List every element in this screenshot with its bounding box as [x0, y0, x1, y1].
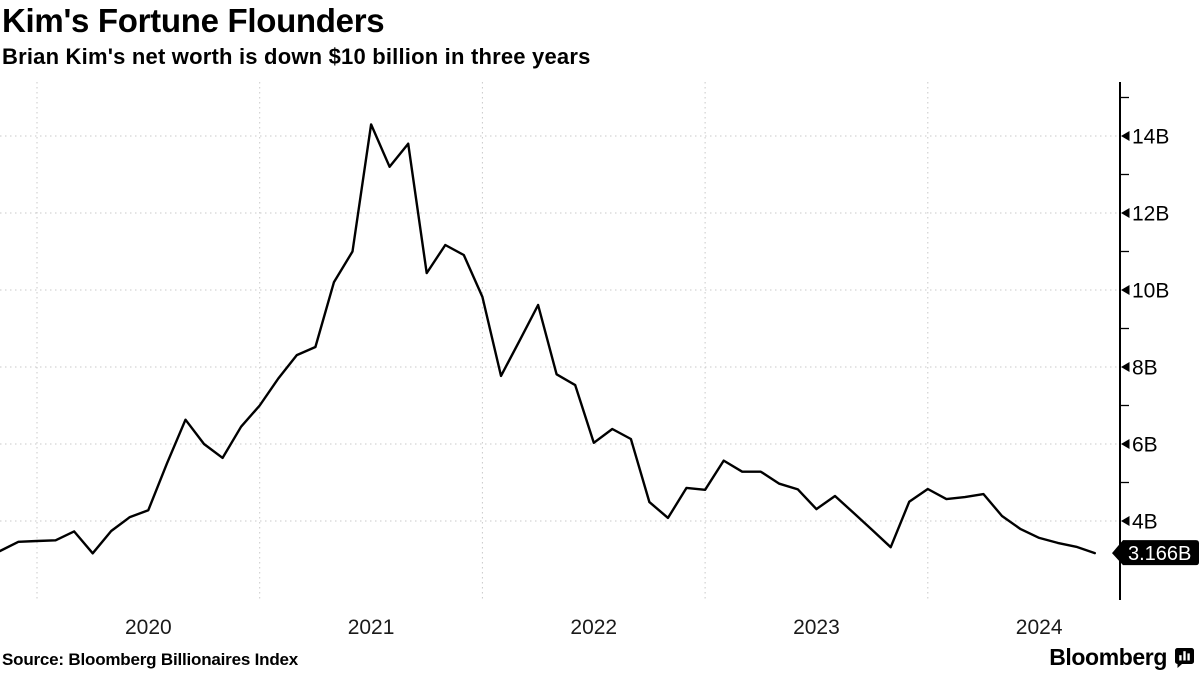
y-axis: 4B 6B 8B 10B 12B 14B	[1119, 82, 1169, 600]
x-tick-label: 2022	[570, 616, 617, 639]
y-tick-label: 14B	[1132, 126, 1169, 149]
y-tick-label: 6B	[1132, 434, 1158, 457]
x-tick-label: 2024	[1016, 616, 1063, 639]
bloomberg-wordmark: Bloomberg	[1049, 644, 1167, 670]
gridlines	[0, 82, 1120, 600]
y-tick-label: 10B	[1132, 280, 1169, 303]
last-value-tag-label: 3.166B	[1128, 543, 1191, 565]
x-tick-label: 2020	[125, 616, 172, 639]
bloomberg-bar-chart-bubble-icon	[1175, 648, 1194, 668]
x-tick-label: 2023	[793, 616, 840, 639]
x-tick-label: 2021	[348, 616, 395, 639]
page-subtitle: Brian Kim's net worth is down $10 billio…	[2, 44, 591, 69]
x-axis-labels: 2020 2021 2022 2023 2024	[125, 616, 1063, 639]
y-major-tick-arrow	[1121, 439, 1130, 449]
series-line	[0, 123, 1097, 555]
bloomberg-logo: Bloomberg	[1049, 644, 1195, 671]
y-major-tick-arrow	[1121, 285, 1130, 295]
y-tick-label: 8B	[1132, 357, 1158, 380]
y-tick-label: 12B	[1132, 203, 1169, 226]
page-title: Kim's Fortune Flounders	[2, 2, 385, 39]
net-worth-series-line	[0, 123, 1097, 555]
last-value-tag: 3.166B	[1112, 540, 1199, 566]
y-major-tick-arrow	[1121, 208, 1130, 218]
y-tick-label: 4B	[1132, 511, 1158, 534]
source-text: Source: Bloomberg Billionaires Index	[2, 650, 299, 669]
last-value-tag-shape	[1112, 540, 1199, 566]
y-major-tick-arrow	[1121, 362, 1130, 372]
y-major-tick-arrow	[1121, 516, 1130, 526]
y-major-tick-arrow	[1121, 131, 1130, 141]
